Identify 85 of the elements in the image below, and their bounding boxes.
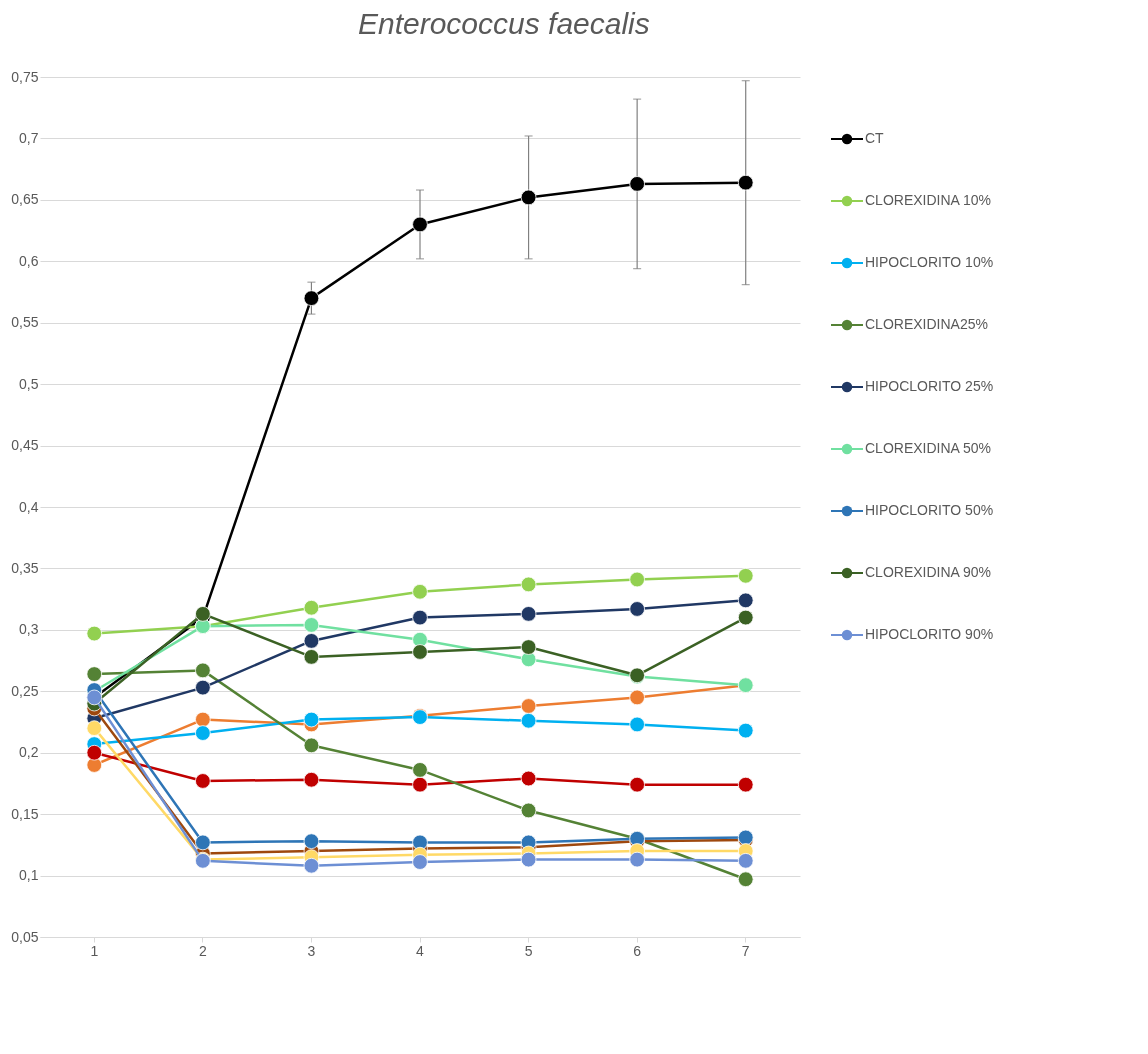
x-tick-label: 7	[741, 942, 750, 959]
y-tick-label: 0,7	[19, 129, 39, 146]
point	[629, 776, 645, 793]
legend-label: CLOREXIDINA 50%	[865, 440, 992, 456]
point	[412, 854, 428, 870]
point	[520, 189, 537, 206]
x-tick-label: 5	[524, 942, 533, 959]
point	[303, 737, 320, 754]
point	[520, 712, 537, 729]
point	[303, 711, 320, 728]
point	[629, 571, 645, 588]
point	[737, 592, 754, 609]
legend-label: HIPOCLORITO 50%	[865, 502, 994, 518]
y-tick-label: 0,75	[11, 68, 39, 85]
x-tick-label: 3	[307, 942, 316, 959]
legend-label: CLOREXIDINA 90%	[865, 564, 992, 580]
point	[737, 722, 754, 739]
point	[629, 851, 645, 868]
x-tick-label: 2	[198, 942, 207, 959]
y-tick-label: 0,65	[11, 191, 39, 208]
y-tick-label: 0,55	[11, 314, 39, 331]
y-tick-label: 0,2	[19, 744, 39, 761]
point	[629, 601, 645, 617]
y-tick-label: 0,05	[11, 928, 39, 945]
legend-label: HIPOCLORITO 10%	[865, 254, 994, 270]
y-tick-label: 0,5	[19, 375, 39, 392]
point	[737, 568, 754, 584]
legend-label: CT	[865, 130, 885, 146]
point	[412, 609, 428, 626]
point	[303, 649, 320, 665]
point	[629, 176, 645, 192]
point	[520, 802, 537, 819]
point	[195, 725, 211, 741]
point	[195, 834, 211, 851]
chart-title: Enterococcus faecalis	[357, 7, 650, 40]
point	[737, 174, 754, 191]
legend-label: CLOREXIDINA 10%	[865, 192, 992, 208]
point	[412, 583, 428, 600]
point	[520, 851, 537, 868]
y-tick-label: 0,45	[11, 437, 39, 454]
point	[737, 853, 754, 869]
point	[195, 662, 211, 679]
point	[520, 576, 537, 593]
point	[303, 771, 320, 788]
y-tick-label: 0,25	[11, 682, 39, 699]
point	[303, 633, 320, 649]
y-tick-label: 0,35	[11, 559, 39, 576]
y-tick-label: 0,1	[19, 867, 39, 884]
point	[520, 770, 537, 787]
x-tick-label: 4	[416, 942, 425, 959]
point	[303, 599, 320, 616]
y-tick-label: 0,6	[19, 252, 39, 269]
point	[195, 679, 211, 696]
x-tick-label: 1	[90, 942, 99, 959]
legend-label: CLOREXIDINA25%	[865, 316, 988, 332]
x-tick-label: 6	[633, 942, 642, 959]
point	[195, 711, 211, 728]
y-tick-label: 0,15	[11, 805, 39, 822]
point	[195, 606, 211, 622]
point	[195, 773, 211, 789]
point	[520, 639, 537, 655]
point	[86, 666, 103, 682]
point	[86, 720, 103, 736]
point	[412, 776, 428, 793]
point	[86, 744, 103, 761]
y-tick-label: 0,4	[19, 498, 39, 515]
point	[629, 689, 645, 706]
point	[412, 644, 428, 660]
point	[86, 757, 103, 773]
point	[737, 609, 754, 626]
point	[86, 625, 103, 642]
legend-label: HIPOCLORITO 90%	[865, 626, 994, 642]
point	[412, 216, 428, 233]
point	[303, 857, 320, 874]
point	[520, 698, 537, 714]
point	[412, 762, 428, 778]
point	[737, 871, 754, 888]
point	[303, 290, 320, 306]
point	[629, 716, 645, 733]
point	[520, 606, 537, 622]
point	[303, 833, 320, 849]
y-tick-label: 0,3	[19, 621, 39, 638]
point	[737, 776, 754, 793]
legend-label: HIPOCLORITO 25%	[865, 378, 994, 394]
point	[303, 617, 320, 633]
